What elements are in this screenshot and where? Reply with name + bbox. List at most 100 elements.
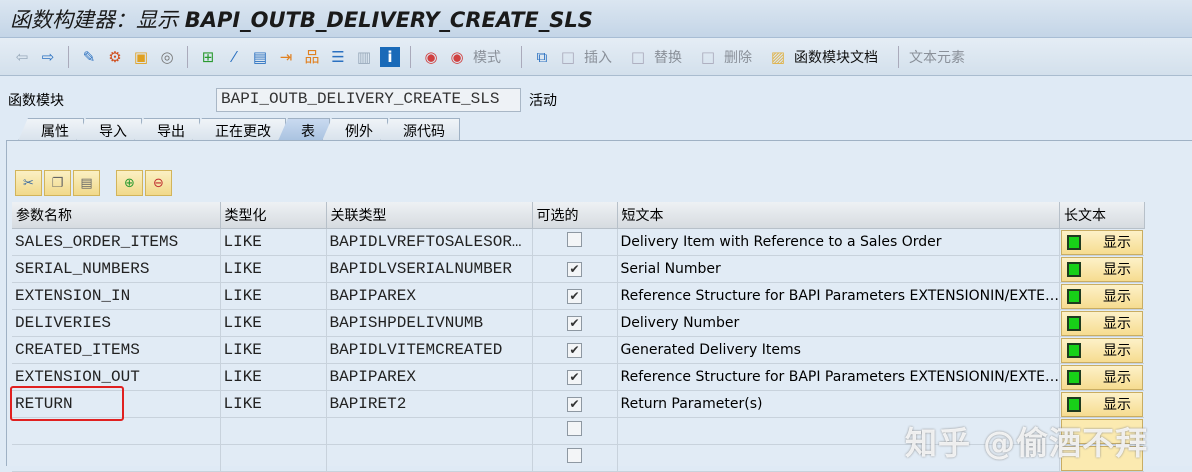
stack-icon[interactable]: ☰	[331, 47, 345, 66]
param-name-cell[interactable]	[12, 417, 221, 445]
assoc-type-cell[interactable]: BAPIRET2	[326, 390, 533, 418]
debug-icon[interactable]: ◉	[450, 47, 464, 66]
typing-cell[interactable]	[220, 417, 327, 445]
typing-cell[interactable]	[220, 444, 327, 472]
assoc-type-cell[interactable]: BAPIPAREX	[326, 282, 533, 310]
param-name-cell[interactable]	[12, 444, 221, 472]
info-icon[interactable]: i	[380, 46, 400, 67]
param-name-cell[interactable]: CREATED_ITEMS	[12, 336, 221, 364]
status-led-icon	[1066, 234, 1081, 250]
back-icon[interactable]: ⇦	[15, 47, 29, 66]
long-text-button[interactable]: 显示	[1060, 391, 1143, 416]
delete-row-icon[interactable]: ⊖	[145, 170, 172, 196]
tab-changing[interactable]: 正在更改	[192, 118, 286, 141]
delete-button[interactable]: 删除	[724, 49, 752, 66]
paste-icon[interactable]: ▤	[73, 170, 100, 196]
insert-row-icon[interactable]: ⊕	[116, 170, 143, 196]
table-row: SALES_ORDER_ITEMS LIKE BAPIDLVREFTOSALES…	[12, 228, 1145, 256]
tab-export[interactable]: 导出	[134, 118, 200, 141]
cut-icon[interactable]: ✂	[15, 170, 42, 196]
typing-cell[interactable]: LIKE	[220, 309, 327, 337]
optional-checkbox[interactable]	[567, 421, 582, 436]
separator	[898, 45, 899, 68]
param-name-cell[interactable]: EXTENSION_OUT	[12, 363, 221, 391]
short-text-cell[interactable]: Reference Structure for BAPI Parameters …	[617, 363, 1060, 391]
tab-exceptions[interactable]: 例外	[322, 118, 388, 141]
display-object-list-icon[interactable]: ▤	[252, 47, 268, 66]
long-text-button[interactable]: 显示	[1060, 283, 1143, 308]
short-text-cell[interactable]: Delivery Number	[617, 309, 1060, 337]
optional-checkbox[interactable]: ✔	[567, 261, 582, 277]
check-icon[interactable]: ⊞	[201, 47, 215, 66]
activate-icon[interactable]: ▣	[133, 47, 149, 66]
status-led-icon	[1066, 288, 1081, 304]
text-elements-button[interactable]: 文本元素	[909, 49, 965, 66]
long-text-button[interactable]: 显示	[1060, 229, 1143, 254]
short-text-cell[interactable]	[617, 417, 1060, 445]
long-text-button[interactable]	[1060, 418, 1143, 443]
optional-checkbox[interactable]: ✔	[567, 396, 582, 412]
short-text-cell[interactable]: Generated Delivery Items	[617, 336, 1060, 364]
tab-import[interactable]: 导入	[76, 118, 142, 141]
typing-cell[interactable]: LIKE	[220, 363, 327, 391]
col-typing[interactable]: 类型化	[220, 202, 327, 229]
typing-cell[interactable]: LIKE	[220, 390, 327, 418]
typing-cell[interactable]: LIKE	[220, 255, 327, 283]
status-led-icon	[1066, 369, 1081, 385]
optional-checkbox[interactable]	[567, 448, 582, 463]
test-icon[interactable]: ◉	[424, 47, 438, 66]
assoc-type-cell[interactable]	[326, 444, 533, 472]
assoc-type-cell[interactable]: BAPISHPDELIVNUMB	[326, 309, 533, 337]
col-assoc-type[interactable]: 关联类型	[326, 202, 533, 229]
long-text-button[interactable]: 显示	[1060, 256, 1143, 281]
short-text-cell[interactable]: Delivery Item with Reference to a Sales …	[617, 228, 1060, 256]
assoc-type-cell[interactable]	[326, 417, 533, 445]
copy-icon[interactable]: ❐	[44, 170, 71, 196]
delete-icon: □	[700, 47, 716, 66]
short-text-cell[interactable]: Return Parameter(s)	[617, 390, 1060, 418]
param-name-cell[interactable]: RETURN	[12, 390, 221, 418]
col-optional[interactable]: 可选的	[532, 202, 618, 229]
typing-cell[interactable]: LIKE	[220, 228, 327, 256]
tab-source-code[interactable]: 源代码	[380, 118, 460, 141]
fm-docs-button[interactable]: 函数模块文档	[794, 49, 878, 66]
other-object-icon[interactable]: ⚙	[108, 47, 122, 66]
edit-icon[interactable]: ✎	[82, 47, 96, 66]
panel-icon[interactable]: ▥	[356, 47, 372, 66]
tables-parameter-table: 参数名称 类型化 关联类型 可选的 短文本 长文本 SALES_ORDER_IT…	[12, 202, 1145, 472]
optional-checkbox[interactable]: ✔	[567, 288, 582, 304]
assoc-type-cell[interactable]: BAPIDLVSERIALNUMBER	[326, 255, 533, 283]
param-name-cell[interactable]: SERIAL_NUMBERS	[12, 255, 221, 283]
replace-button[interactable]: 替换	[654, 49, 682, 66]
pretty-printer-icon[interactable]: ⧉	[536, 47, 548, 66]
optional-checkbox[interactable]: ✔	[567, 369, 582, 385]
fm-name-field[interactable]: BAPI_OUTB_DELIVERY_CREATE_SLS	[216, 88, 521, 112]
short-text-cell[interactable]: Reference Structure for BAPI Parameters …	[617, 282, 1060, 310]
param-name-cell[interactable]: DELIVERIES	[12, 309, 221, 337]
long-text-button[interactable]: 显示	[1060, 310, 1143, 335]
navigate-icon[interactable]: ⇥	[279, 47, 293, 66]
optional-checkbox[interactable]	[567, 232, 582, 247]
long-text-button[interactable]: 显示	[1060, 337, 1143, 362]
short-text-cell[interactable]: Serial Number	[617, 255, 1060, 283]
tab-attributes[interactable]: 属性	[18, 118, 84, 141]
insert-button[interactable]: 插入	[584, 49, 612, 66]
pattern-button[interactable]: 模式	[473, 49, 501, 66]
typing-cell[interactable]: LIKE	[220, 282, 327, 310]
assoc-type-cell[interactable]: BAPIDLVITEMCREATED	[326, 336, 533, 364]
long-text-button[interactable]: 显示	[1060, 364, 1143, 389]
hierarchy-icon[interactable]: 品	[304, 48, 320, 66]
typing-cell[interactable]: LIKE	[220, 336, 327, 364]
optional-checkbox[interactable]: ✔	[567, 315, 582, 331]
param-name-cell[interactable]: SALES_ORDER_ITEMS	[12, 228, 221, 256]
assoc-type-cell[interactable]: BAPIPAREX	[326, 363, 533, 391]
col-param-name[interactable]: 参数名称	[12, 202, 221, 229]
col-long-text[interactable]: 长文本	[1059, 202, 1145, 229]
magic-wand-icon[interactable]: ⁄	[232, 47, 236, 66]
col-short-text[interactable]: 短文本	[617, 202, 1060, 229]
optional-checkbox[interactable]: ✔	[567, 342, 582, 358]
assoc-type-cell[interactable]: BAPIDLVREFTOSALESOR…	[326, 228, 533, 256]
param-name-cell[interactable]: EXTENSION_IN	[12, 282, 221, 310]
where-used-icon[interactable]: ◎	[160, 47, 174, 66]
forward-icon[interactable]: ⇨	[41, 47, 55, 66]
